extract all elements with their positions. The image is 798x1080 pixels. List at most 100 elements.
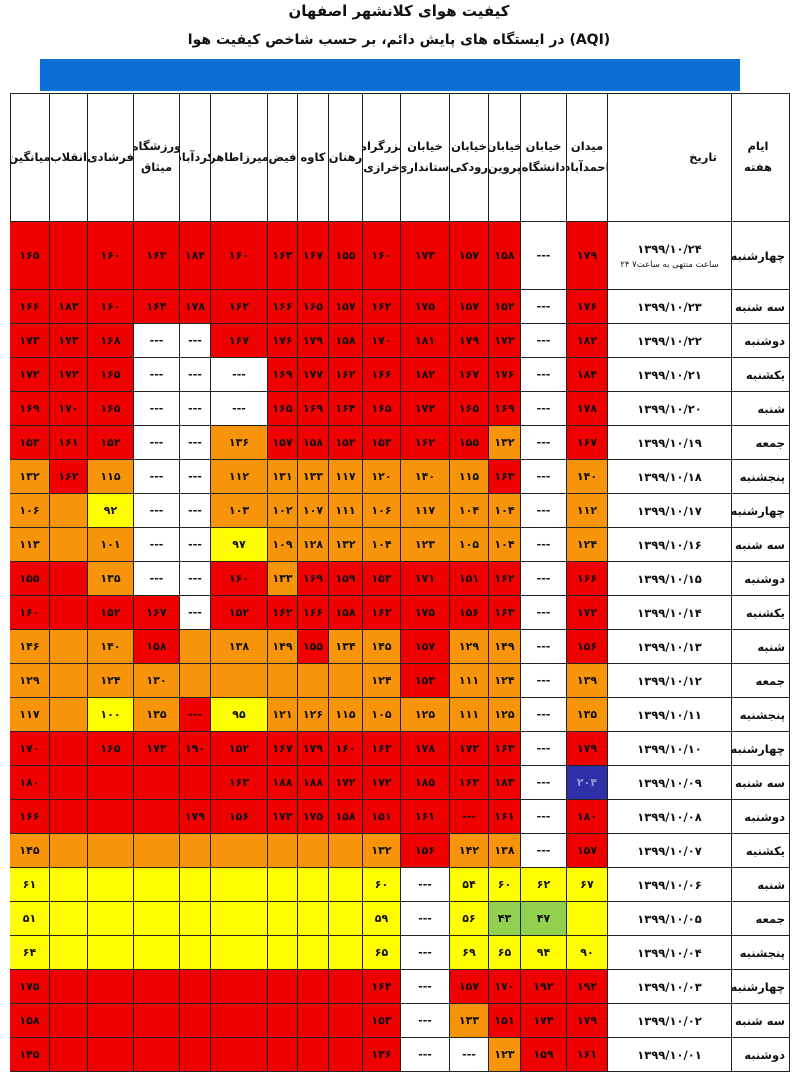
aqi-cell: --- bbox=[134, 392, 180, 426]
aqi-cell bbox=[298, 936, 329, 970]
aqi-cell: ۱۷۳ bbox=[268, 800, 298, 834]
aqi-cell: ۱۵۷ bbox=[329, 290, 363, 324]
date-cell: ۱۳۹۹/۱۰/۱۲ bbox=[608, 664, 732, 698]
header-station: خیابان پروین bbox=[489, 93, 521, 222]
header-station: میرزاطاهر bbox=[211, 93, 268, 222]
header-station: خیابان استانداری bbox=[401, 93, 450, 222]
aqi-cell: ۱۶۲ bbox=[363, 290, 401, 324]
aqi-cell: ۱۶۳ bbox=[450, 766, 489, 800]
aqi-cell: ۶۹ bbox=[450, 936, 489, 970]
aqi-cell: ۹۴ bbox=[521, 936, 567, 970]
aqi-cell: ۱۶۹ bbox=[268, 358, 298, 392]
aqi-cell: ۱۰۳ bbox=[211, 494, 268, 528]
aqi-cell: ۱۷۷ bbox=[298, 358, 329, 392]
aqi-cell bbox=[88, 766, 134, 800]
aqi-cell: --- bbox=[401, 936, 450, 970]
aqi-cell: ۱۷۵ bbox=[401, 596, 450, 630]
aqi-cell: ۱۶۴ bbox=[329, 392, 363, 426]
aqi-cell: ۱۲۴ bbox=[489, 664, 521, 698]
aqi-cell: ۱۵۱ bbox=[450, 562, 489, 596]
aqi-cell bbox=[134, 800, 180, 834]
aqi-cell: ۱۴۰ bbox=[88, 630, 134, 664]
aqi-cell bbox=[329, 834, 363, 868]
aqi-cell: --- bbox=[134, 528, 180, 562]
aqi-cell: ۱۶۳ bbox=[134, 222, 180, 290]
aqi-cell bbox=[211, 868, 268, 902]
aqi-cell: ۱۰۴ bbox=[489, 528, 521, 562]
aqi-cell: ۱۶۲ bbox=[489, 562, 521, 596]
aqi-cell: ۱۰۴ bbox=[450, 494, 489, 528]
aqi-cell: --- bbox=[521, 732, 567, 766]
aqi-cell: ۶۰ bbox=[363, 868, 401, 902]
aqi-cell: ۱۶۶ bbox=[268, 290, 298, 324]
aqi-cell: ۱۹۰ bbox=[180, 732, 211, 766]
aqi-cell bbox=[134, 902, 180, 936]
aqi-cell: ۱۲۴ bbox=[567, 528, 608, 562]
aqi-cell bbox=[180, 936, 211, 970]
aqi-cell: ۱۷۸ bbox=[567, 392, 608, 426]
aqi-cell: --- bbox=[521, 222, 567, 290]
date-text: ۱۳۹۹/۱۰/۱۴ bbox=[637, 605, 702, 620]
aqi-cell: ۱۰۴ bbox=[363, 528, 401, 562]
aqi-cell: ۱۷۰ bbox=[489, 970, 521, 1004]
aqi-cell bbox=[211, 1038, 268, 1072]
header-station: خیابان دانشگاه bbox=[521, 93, 567, 222]
aqi-cell: ۱۷۹ bbox=[567, 1004, 608, 1038]
aqi-cell: ۱۷۲ bbox=[401, 392, 450, 426]
aqi-cell bbox=[134, 1038, 180, 1072]
aqi-cell: ۱۶۹ bbox=[489, 392, 521, 426]
aqi-cell: ۱۱۲ bbox=[211, 460, 268, 494]
aqi-cell: --- bbox=[180, 528, 211, 562]
aqi-cell bbox=[180, 1004, 211, 1038]
aqi-cell: ۱۷۹ bbox=[567, 222, 608, 290]
aqi-cell bbox=[211, 902, 268, 936]
aqi-cell: ۱۲۰ bbox=[363, 460, 401, 494]
aqi-cell: --- bbox=[521, 290, 567, 324]
date-cell: ۱۳۹۹/۱۰/۲۳ bbox=[608, 290, 732, 324]
aqi-cell bbox=[50, 1038, 88, 1072]
aqi-cell: ۱۳۵ bbox=[134, 698, 180, 732]
aqi-cell: --- bbox=[521, 834, 567, 868]
aqi-cell bbox=[50, 562, 88, 596]
aqi-cell: ۱۰۴ bbox=[489, 494, 521, 528]
day-cell: جمعه bbox=[732, 426, 790, 460]
aqi-cell: ۱۴۹ bbox=[268, 630, 298, 664]
day-cell: دوشنبه bbox=[732, 324, 790, 358]
aqi-cell: ۱۶۰ bbox=[88, 222, 134, 290]
aqi-cell: ۱۶۵ bbox=[88, 392, 134, 426]
aqi-cell bbox=[268, 1004, 298, 1038]
aqi-cell: ۱۶۷ bbox=[298, 222, 329, 290]
day-cell: شنبه bbox=[732, 868, 790, 902]
aqi-cell: ۱۵۵ bbox=[298, 630, 329, 664]
aqi-cell bbox=[180, 834, 211, 868]
aqi-cell: ۹۷ bbox=[211, 528, 268, 562]
aqi-cell: ۱۵۷ bbox=[268, 426, 298, 460]
aqi-cell: --- bbox=[134, 358, 180, 392]
aqi-cell: ۱۶۱ bbox=[50, 426, 88, 460]
aqi-cell bbox=[50, 800, 88, 834]
aqi-cell: ۱۵۷ bbox=[450, 290, 489, 324]
aqi-cell: ۱۷۱ bbox=[401, 562, 450, 596]
day-cell: چهارشنبه bbox=[732, 494, 790, 528]
aqi-cell: --- bbox=[401, 1038, 450, 1072]
day-cell: جمعه bbox=[732, 664, 790, 698]
aqi-cell bbox=[268, 868, 298, 902]
aqi-cell: ۱۶۶ bbox=[10, 800, 50, 834]
aqi-cell: ۱۸۰ bbox=[567, 800, 608, 834]
date-cell: ۱۳۹۹/۱۰/۰۳ bbox=[608, 970, 732, 1004]
aqi-cell bbox=[268, 970, 298, 1004]
date-text: ۱۳۹۹/۱۰/۱۱ bbox=[637, 707, 702, 722]
aqi-cell bbox=[50, 630, 88, 664]
aqi-cell: ۱۰۱ bbox=[88, 528, 134, 562]
aqi-cell: ۱۷۶ bbox=[489, 358, 521, 392]
aqi-cell: ۱۸۱ bbox=[401, 324, 450, 358]
aqi-cell bbox=[134, 868, 180, 902]
aqi-cell: --- bbox=[134, 494, 180, 528]
date-text: ۱۳۹۹/۱۰/۰۳ bbox=[637, 979, 702, 994]
aqi-cell: ۱۰۶ bbox=[363, 494, 401, 528]
header-station: میانگین bbox=[10, 93, 50, 222]
aqi-cell: ۱۵۸ bbox=[10, 1004, 50, 1038]
date-text: ۱۳۹۹/۱۰/۰۵ bbox=[637, 911, 702, 926]
date-text: ۱۳۹۹/۱۰/۰۲ bbox=[637, 1013, 702, 1028]
date-text: ۱۳۹۹/۱۰/۱۸ bbox=[637, 469, 702, 484]
